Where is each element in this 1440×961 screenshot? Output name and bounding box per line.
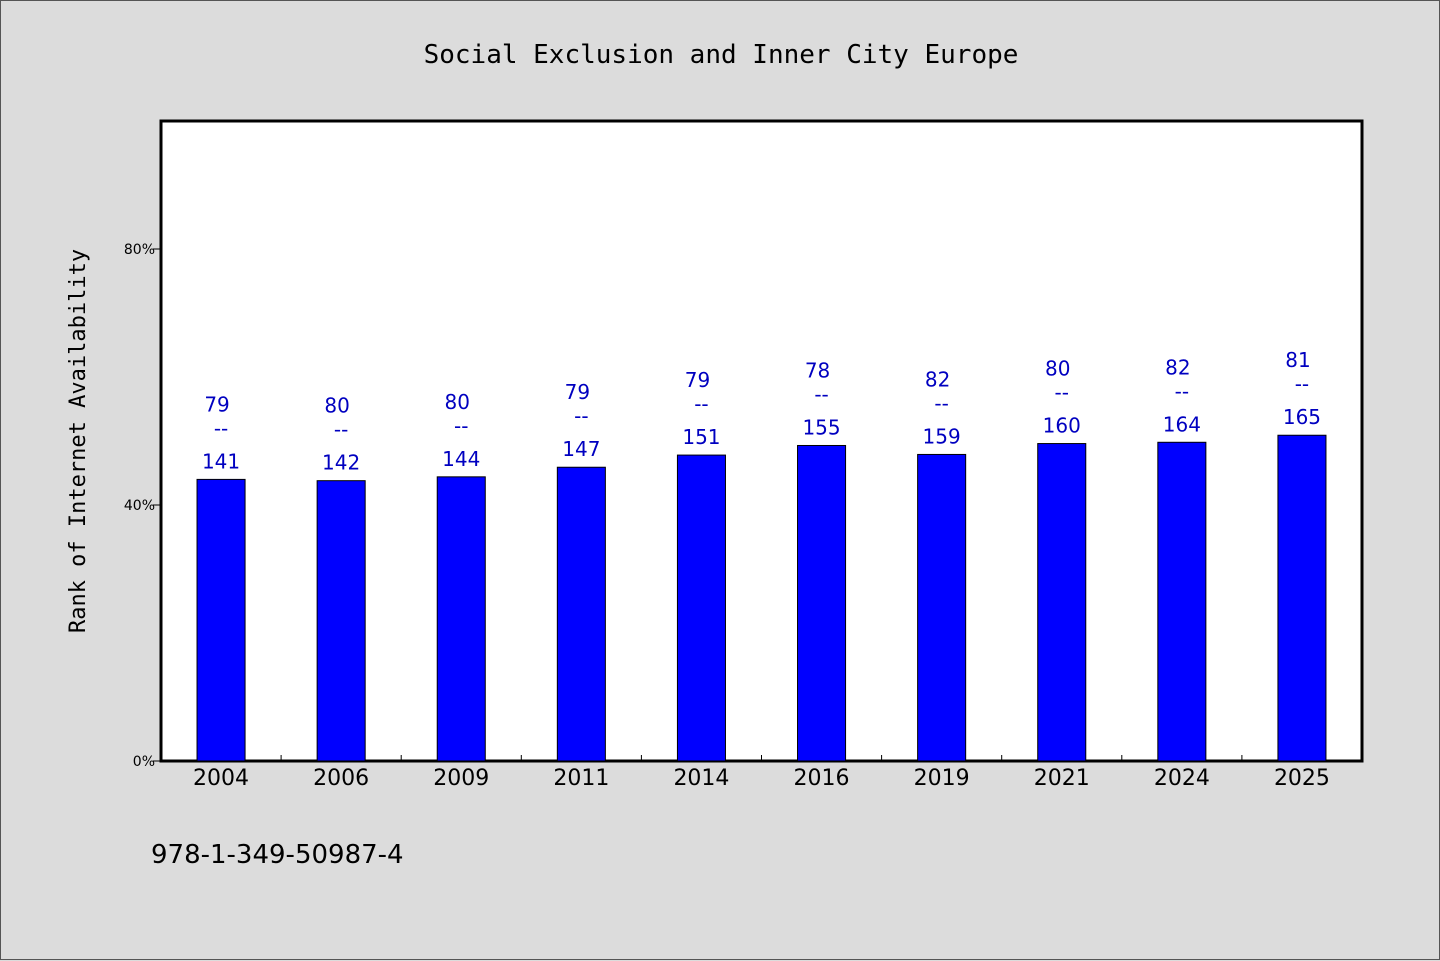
data-label-top: 80 <box>324 394 349 418</box>
y-tick-label: 0% <box>133 754 155 770</box>
data-label-separator: -- <box>1175 379 1189 403</box>
isbn-note: 978-1-349-50987-4 <box>151 840 404 870</box>
data-label-separator: -- <box>1295 372 1309 396</box>
y-axis: 0% 40% 80% <box>124 242 161 770</box>
x-tick-label: 2014 <box>673 766 729 791</box>
chart-title: Social Exclusion and Inner City Europe <box>424 40 1019 70</box>
x-tick-label: 2024 <box>1154 766 1210 791</box>
data-label-bottom: 141 <box>202 449 240 473</box>
y-axis-label: Rank of Internet Availability <box>66 249 91 633</box>
data-label-top: 79 <box>565 380 590 404</box>
data-label-separator: -- <box>1055 381 1069 405</box>
x-tick-label: 2016 <box>794 766 850 791</box>
bar-2021 <box>1037 443 1087 762</box>
data-label-separator: -- <box>334 418 348 442</box>
data-label-bottom: 159 <box>923 424 961 448</box>
bar-2011 <box>556 466 606 762</box>
data-label-top: 82 <box>1165 355 1190 379</box>
bars <box>196 434 1327 762</box>
x-tick-label: 2004 <box>193 766 249 791</box>
x-tick-label: 2019 <box>914 766 970 791</box>
y-tick-label: 40% <box>124 498 155 514</box>
bar-2004 <box>196 478 246 762</box>
data-label-top: 82 <box>925 367 950 391</box>
data-label-top: 79 <box>685 368 710 392</box>
data-label-top: 79 <box>204 392 229 416</box>
data-label-top: 78 <box>805 358 830 382</box>
data-label-bottom: 151 <box>682 425 720 449</box>
x-tick-label: 2011 <box>553 766 609 791</box>
bar-2014 <box>676 454 726 762</box>
bar-2025 <box>1277 434 1327 762</box>
data-label-top: 81 <box>1285 348 1310 372</box>
data-label-separator: -- <box>214 416 228 440</box>
data-labels: 141--79142--80144--80147--79151--79155--… <box>202 348 1321 474</box>
data-label-top: 80 <box>445 390 470 414</box>
x-tick-label: 2009 <box>433 766 489 791</box>
x-tick-label: 2021 <box>1034 766 1090 791</box>
data-label-bottom: 144 <box>442 447 480 471</box>
bar-2006 <box>316 480 366 762</box>
data-label-separator: -- <box>814 382 828 406</box>
data-label-bottom: 142 <box>322 451 360 475</box>
bar-2016 <box>797 444 847 762</box>
data-label-separator: -- <box>454 414 468 438</box>
data-label-bottom: 164 <box>1163 412 1201 436</box>
data-label-bottom: 147 <box>562 437 600 461</box>
data-label-bottom: 165 <box>1283 405 1321 429</box>
data-label-separator: -- <box>574 404 588 428</box>
data-label-separator: -- <box>934 391 948 415</box>
x-tick-label: 2006 <box>313 766 369 791</box>
x-tick-label: 2025 <box>1274 766 1330 791</box>
data-label-top: 80 <box>1045 357 1070 381</box>
y-tick-label: 80% <box>124 242 155 258</box>
data-label-separator: -- <box>694 392 708 416</box>
bar-2009 <box>436 476 486 762</box>
data-label-bottom: 160 <box>1043 414 1081 438</box>
bar-2024 <box>1157 441 1207 762</box>
bar-2019 <box>917 453 967 762</box>
x-axis: 2004 2006 2009 2011 2014 2016 2019 2021 2024 2025 <box>193 755 1330 791</box>
data-label-bottom: 155 <box>802 415 840 439</box>
